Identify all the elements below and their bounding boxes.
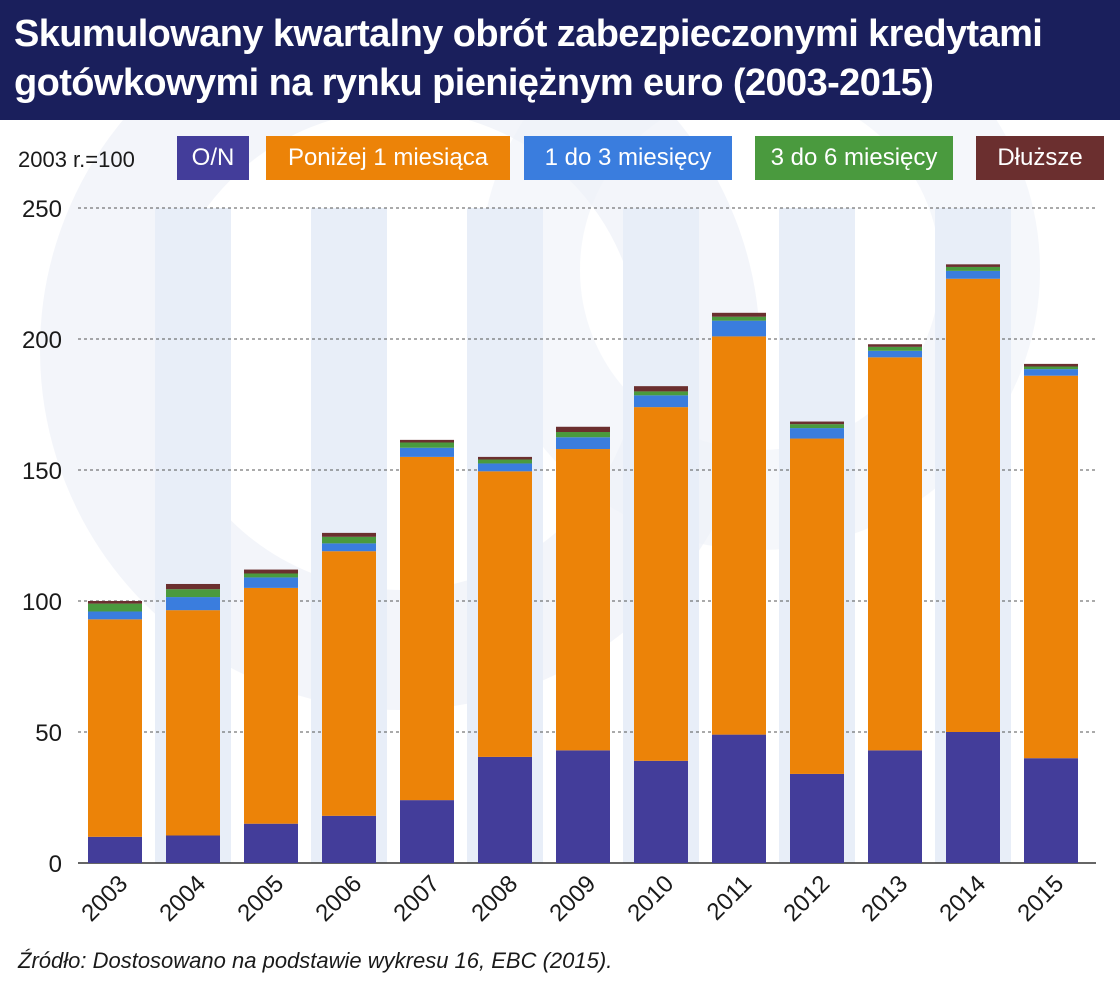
bar-segment — [712, 336, 766, 735]
bar-segment — [634, 395, 688, 408]
bar-segment — [322, 536, 376, 544]
x-tick-label: 2003 — [76, 870, 133, 927]
unit-label: 2003 r.=100 — [18, 147, 135, 172]
legend-item: 3 do 6 miesięcy — [755, 136, 953, 180]
bar-segment — [634, 391, 688, 396]
bar-segment — [556, 437, 610, 450]
bar-segment — [88, 619, 142, 837]
bar-segment — [478, 471, 532, 757]
bar-segment — [946, 270, 1000, 279]
x-tick-label: 2014 — [934, 870, 991, 927]
bar-segment — [1024, 363, 1078, 367]
x-tick-label: 2015 — [1012, 870, 1069, 927]
bar-segment — [166, 597, 220, 611]
bar-segment — [712, 734, 766, 863]
title-banner: Skumulowany kwartalny obrót zabezpieczon… — [0, 0, 1120, 120]
bar-segment — [946, 732, 1000, 863]
bar-segment — [166, 583, 220, 590]
bar-segment — [556, 449, 610, 751]
y-tick-label: 50 — [35, 720, 62, 747]
bar-segment — [478, 756, 532, 863]
bar-segment — [88, 603, 142, 612]
bar-segment — [790, 773, 844, 863]
bar-segment — [790, 428, 844, 439]
bar-segment — [244, 823, 298, 863]
bar-segment — [400, 439, 454, 443]
y-tick-label: 150 — [22, 458, 62, 485]
source-note: Źródło: Dostosowano na podstawie wykresu… — [18, 948, 613, 973]
bar-segment — [868, 344, 922, 347]
bar-segment — [1024, 758, 1078, 863]
bar-segment — [1024, 366, 1078, 370]
bar-segment — [868, 350, 922, 358]
bar-segment — [790, 438, 844, 774]
bar-segment — [946, 278, 1000, 732]
legend-item: 1 do 3 miesięcy — [524, 136, 732, 180]
x-tick-label: 2007 — [388, 870, 445, 927]
bar-segment — [400, 456, 454, 801]
bar-segment — [400, 442, 454, 448]
bar-segment — [712, 320, 766, 337]
bar-segment — [634, 407, 688, 761]
x-tick-label: 2011 — [702, 870, 758, 926]
x-tick-label: 2013 — [856, 870, 913, 927]
bar-segment — [868, 357, 922, 751]
bar-segment — [556, 750, 610, 863]
bar-segment — [244, 573, 298, 578]
bar-segment — [322, 815, 376, 863]
stacked-bar-chart: 0 50 100 150 200 250 2003 2004 2005 2006 2007 2008 2… — [22, 196, 1096, 927]
bar-segment — [478, 463, 532, 472]
bar-segment — [400, 800, 454, 863]
x-tick-label: 2009 — [544, 870, 601, 927]
bar-segment — [712, 312, 766, 317]
x-tick-label: 2005 — [232, 870, 289, 927]
bar-segment — [790, 421, 844, 425]
y-tick-label: 200 — [22, 327, 62, 354]
bar-segment — [322, 551, 376, 816]
bar-segment — [868, 346, 922, 351]
bar-segment — [712, 316, 766, 321]
bar-segment — [88, 611, 142, 620]
y-tick-label: 0 — [49, 851, 62, 878]
legend-item: Dłuższe — [976, 136, 1104, 180]
bar-segment — [322, 532, 376, 537]
bar-segment — [244, 577, 298, 588]
bar-segment — [634, 386, 688, 392]
chart-title: Skumulowany kwartalny obrót zabezpieczon… — [14, 13, 1043, 104]
bar-segment — [634, 760, 688, 863]
legend-item: Poniżej 1 miesiąca — [266, 136, 510, 180]
bar-segment — [88, 601, 142, 604]
bar-segment — [946, 266, 1000, 271]
bar-segment — [1024, 375, 1078, 759]
legend-item: O/N — [177, 136, 249, 180]
bar-segment — [868, 750, 922, 863]
bar-segment — [166, 835, 220, 863]
bar-segment — [322, 543, 376, 552]
bar-segment — [166, 589, 220, 598]
x-tick-label: 2008 — [466, 870, 523, 927]
bar-segment — [166, 610, 220, 836]
x-tick-label: 2004 — [154, 870, 211, 927]
x-tick-label: 2006 — [310, 870, 367, 927]
bar-segment — [88, 836, 142, 863]
x-tick-label: 2012 — [778, 870, 835, 927]
bar-segment — [478, 459, 532, 464]
bar-segment — [946, 264, 1000, 267]
bar-segment — [556, 426, 610, 433]
y-tick-label: 100 — [22, 589, 62, 616]
bar-segment — [790, 424, 844, 429]
x-tick-label: 2010 — [622, 870, 679, 927]
bar-segment — [244, 587, 298, 824]
bar-segment — [1024, 369, 1078, 376]
bar-segment — [556, 432, 610, 438]
bar-segment — [244, 569, 298, 574]
bar-segment — [400, 447, 454, 457]
bar-segment — [478, 456, 532, 460]
y-tick-label: 250 — [22, 196, 62, 223]
